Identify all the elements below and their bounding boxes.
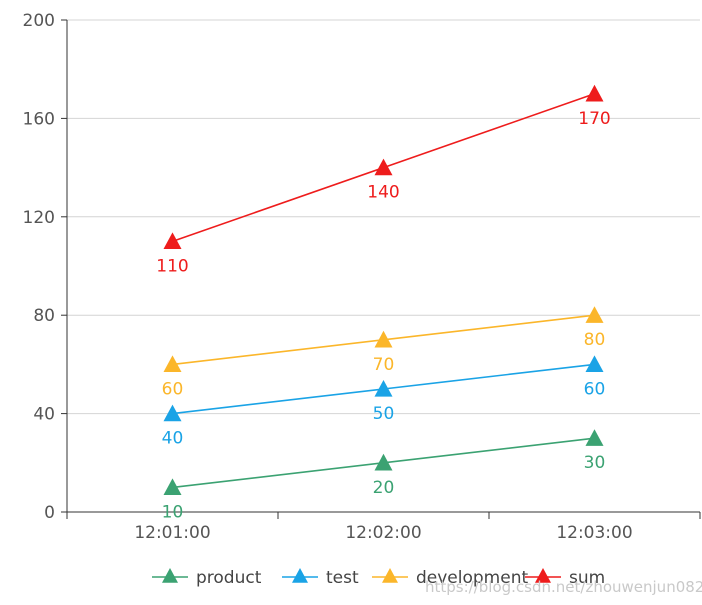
legend-label: sum [569,568,605,588]
data-label: 20 [373,478,395,498]
watermark-text: https://blog.csdn.net/zhouwenjun0820 [425,578,702,596]
legend-label: test [326,568,359,588]
data-point-marker [163,355,182,373]
y-tick-label: 160 [23,109,55,129]
data-point-marker [374,158,393,176]
legend: product test development sum [152,568,605,588]
y-tick-label: 0 [44,503,55,523]
data-point-marker [163,404,182,422]
data-point-marker [374,380,393,397]
data-point-marker [163,478,182,496]
y-tick-label: 200 [23,11,55,31]
legend-marker [382,568,398,583]
data-label: 70 [373,355,395,375]
data-label: 40 [162,429,184,449]
data-labels: 10 20 30 40 50 60 60 70 80 110 140 170 [156,109,610,523]
legend-marker [162,568,178,583]
data-label: 80 [584,330,606,350]
legend-marker [292,568,308,583]
data-point-marker [585,306,604,323]
data-point-marker [585,429,604,446]
data-point-marker [585,84,604,102]
data-label: 140 [367,183,399,203]
data-point-marker [585,355,604,373]
data-label: 60 [584,379,606,399]
data-point-marker [374,330,393,348]
legend-label: development [416,568,528,588]
data-label: 50 [373,404,395,424]
data-label: 60 [162,379,184,399]
series-lines [163,84,604,496]
data-label: 110 [156,256,188,276]
y-tick-label: 40 [33,405,55,425]
data-label: 30 [584,453,606,473]
y-tick-label: 120 [23,208,55,228]
data-point-marker [374,453,393,471]
data-label: 170 [578,109,610,129]
data-point-marker [163,232,182,250]
x-tick-label: 12:01:00 [134,523,210,543]
y-tick-label: 80 [33,306,55,326]
legend-marker [535,568,551,583]
legend-label: product [196,568,262,588]
x-tick-label: 12:02:00 [345,523,421,543]
x-tick-label: 12:03:00 [556,523,632,543]
axes: 0 40 80 120 160 200 12:01:00 12:02:00 12:03:00 [23,11,701,543]
data-label: 10 [162,502,184,522]
